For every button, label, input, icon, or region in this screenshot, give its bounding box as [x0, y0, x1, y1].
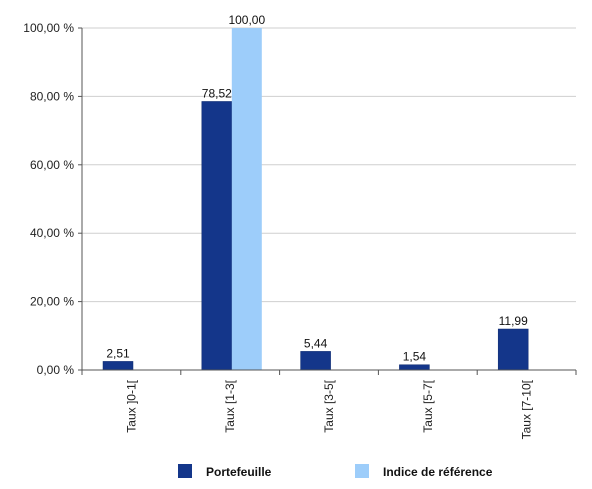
y-tick-label: 40,00 %	[30, 226, 74, 240]
y-tick-label: 100,00 %	[23, 21, 74, 35]
legend-label-indice: Indice de référence	[383, 465, 493, 479]
x-tick-label: Taux [7-10[	[520, 379, 534, 439]
y-tick-label: 60,00 %	[30, 158, 74, 172]
bar-portefeuille	[300, 351, 331, 371]
legend-swatch-indice	[355, 464, 369, 478]
y-tick-label: 20,00 %	[30, 295, 74, 309]
bar-indice	[231, 28, 262, 370]
x-tick-label: Taux [3-5[	[322, 379, 336, 432]
bars: 2,51 78,52 100,00 5,44 1,54 11,99	[102, 13, 529, 371]
legend-swatch-portefeuille	[178, 464, 192, 478]
y-tick-label: 0,00 %	[37, 363, 75, 377]
data-label: 5,44	[304, 336, 328, 350]
y-axis: 0,00 % 20,00 % 40,00 % 60,00 % 80,00 % 100,00…	[23, 21, 83, 377]
data-label: 2,51	[106, 346, 130, 360]
x-tick-label: Taux ]0-1[	[124, 379, 138, 432]
bar-portefeuille	[399, 364, 430, 371]
bar-portefeuille	[497, 328, 529, 371]
y-tick-label: 80,00 %	[30, 89, 74, 103]
x-tick-label: Taux [5-7[	[421, 379, 435, 432]
bar-portefeuille	[102, 361, 134, 371]
data-label: 100,00	[228, 13, 265, 27]
data-label: 78,52	[202, 86, 232, 100]
data-label: 11,99	[499, 314, 528, 328]
bar-portefeuille	[201, 101, 233, 371]
x-axis: Taux ]0-1[ Taux [1-3[ Taux [3-5[ Taux [5-7[…	[81, 369, 577, 439]
legend: Portefeuille Indice de référence	[178, 464, 493, 479]
data-label: 1,54	[403, 350, 427, 364]
x-tick-label: Taux [1-3[	[223, 379, 237, 432]
legend-label-portefeuille: Portefeuille	[206, 465, 272, 479]
